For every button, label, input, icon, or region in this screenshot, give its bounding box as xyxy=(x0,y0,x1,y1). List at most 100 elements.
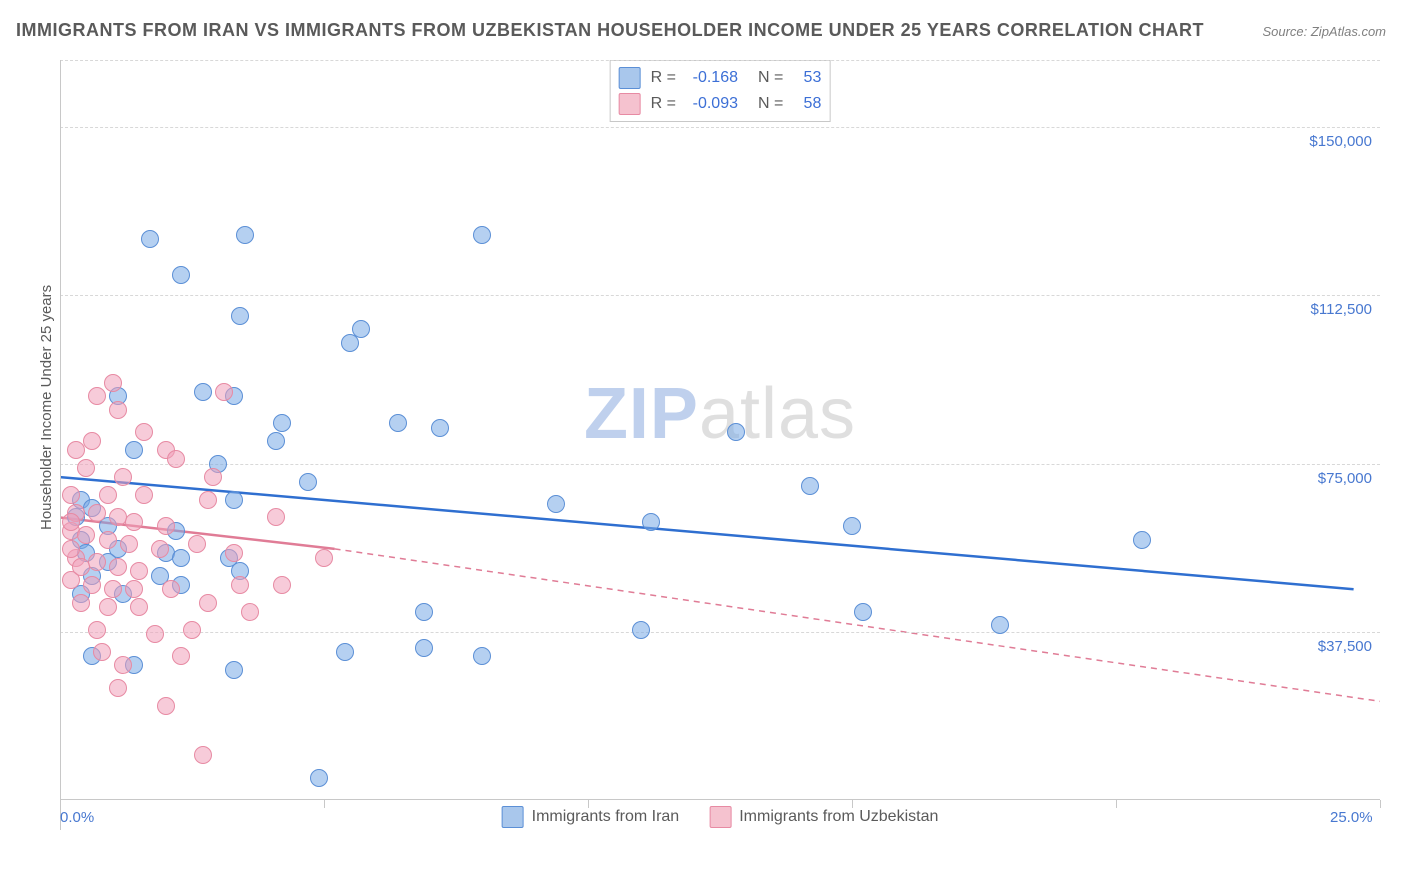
data-point xyxy=(99,598,117,616)
data-point xyxy=(146,625,164,643)
data-point xyxy=(130,598,148,616)
n-value: 58 xyxy=(793,95,821,113)
data-point xyxy=(77,526,95,544)
r-label: R = xyxy=(651,69,676,87)
series-legend-label: Immigrants from Iran xyxy=(532,808,680,826)
data-point xyxy=(77,459,95,477)
series-legend-item: Immigrants from Iran xyxy=(502,806,680,828)
data-point xyxy=(62,540,80,558)
trend-line xyxy=(60,477,1354,589)
data-point xyxy=(125,441,143,459)
data-point xyxy=(72,594,90,612)
data-point xyxy=(88,621,106,639)
data-point xyxy=(188,535,206,553)
legend-swatch xyxy=(709,806,731,828)
data-point xyxy=(273,576,291,594)
data-point xyxy=(204,468,222,486)
data-point xyxy=(114,468,132,486)
data-point xyxy=(99,531,117,549)
data-point xyxy=(72,558,90,576)
x-tick xyxy=(1380,800,1381,808)
y-tick-label: $37,500 xyxy=(1272,638,1372,655)
data-point xyxy=(236,226,254,244)
data-point xyxy=(241,603,259,621)
trend-lines xyxy=(60,60,1380,830)
data-point xyxy=(299,473,317,491)
legend-swatch xyxy=(619,93,641,115)
data-point xyxy=(231,576,249,594)
data-point xyxy=(991,616,1009,634)
data-point xyxy=(167,450,185,468)
data-point xyxy=(109,558,127,576)
data-point xyxy=(267,508,285,526)
data-point xyxy=(194,383,212,401)
data-point xyxy=(642,513,660,531)
data-point xyxy=(172,549,190,567)
data-point xyxy=(315,549,333,567)
r-value: -0.168 xyxy=(686,69,738,87)
data-point xyxy=(172,647,190,665)
data-point xyxy=(88,504,106,522)
r-label: R = xyxy=(651,95,676,113)
data-point xyxy=(199,491,217,509)
grid-line xyxy=(60,632,1380,633)
trend-line-dashed xyxy=(335,549,1380,701)
series-legend-item: Immigrants from Uzbekistan xyxy=(709,806,938,828)
y-tick-label: $75,000 xyxy=(1272,470,1372,487)
chart-area: ZIPatlas R =-0.168N =53R =-0.093N =58 Im… xyxy=(60,60,1380,830)
r-value: -0.093 xyxy=(686,95,738,113)
stats-legend-row: R = -0.093 N = 58 xyxy=(619,91,822,117)
x-tick-label: 0.0% xyxy=(60,809,94,826)
data-point xyxy=(547,495,565,513)
data-point xyxy=(157,517,175,535)
data-point xyxy=(199,594,217,612)
data-point xyxy=(854,603,872,621)
data-point xyxy=(135,486,153,504)
x-tick xyxy=(1116,800,1117,808)
data-point xyxy=(215,383,233,401)
data-point xyxy=(225,491,243,509)
data-point xyxy=(130,562,148,580)
data-point xyxy=(67,441,85,459)
data-point xyxy=(157,697,175,715)
data-point xyxy=(125,580,143,598)
grid-line xyxy=(60,464,1380,465)
data-point xyxy=(141,230,159,248)
data-point xyxy=(1133,531,1151,549)
data-point xyxy=(104,374,122,392)
y-axis-title: Householder Income Under 25 years xyxy=(38,285,55,530)
data-point xyxy=(194,746,212,764)
data-point xyxy=(231,307,249,325)
x-tick xyxy=(60,800,61,808)
x-tick xyxy=(324,800,325,808)
data-point xyxy=(632,621,650,639)
stats-legend: R = -0.168 N = 53 R = -0.093 N = 58 xyxy=(610,60,831,122)
data-point xyxy=(415,603,433,621)
data-point xyxy=(62,486,80,504)
grid-line xyxy=(60,295,1380,296)
data-point xyxy=(727,423,745,441)
data-point xyxy=(109,401,127,419)
y-axis-line xyxy=(60,60,61,830)
data-point xyxy=(843,517,861,535)
x-tick xyxy=(852,800,853,808)
x-axis-line xyxy=(60,799,1380,800)
y-tick-label: $150,000 xyxy=(1272,133,1372,150)
data-point xyxy=(120,535,138,553)
n-label: N = xyxy=(758,95,783,113)
y-tick-label: $112,500 xyxy=(1272,301,1372,318)
data-point xyxy=(273,414,291,432)
n-value: 53 xyxy=(793,69,821,87)
n-label: N = xyxy=(758,69,783,87)
data-point xyxy=(415,639,433,657)
x-tick-label: 25.0% xyxy=(1330,809,1373,826)
data-point xyxy=(341,334,359,352)
data-point xyxy=(162,580,180,598)
legend-swatch xyxy=(619,67,641,89)
data-point xyxy=(88,387,106,405)
watermark-atlas: atlas xyxy=(699,374,856,454)
series-legend-label: Immigrants from Uzbekistan xyxy=(739,808,938,826)
chart-title: IMMIGRANTS FROM IRAN VS IMMIGRANTS FROM … xyxy=(16,20,1204,41)
data-point xyxy=(125,513,143,531)
data-point xyxy=(225,544,243,562)
